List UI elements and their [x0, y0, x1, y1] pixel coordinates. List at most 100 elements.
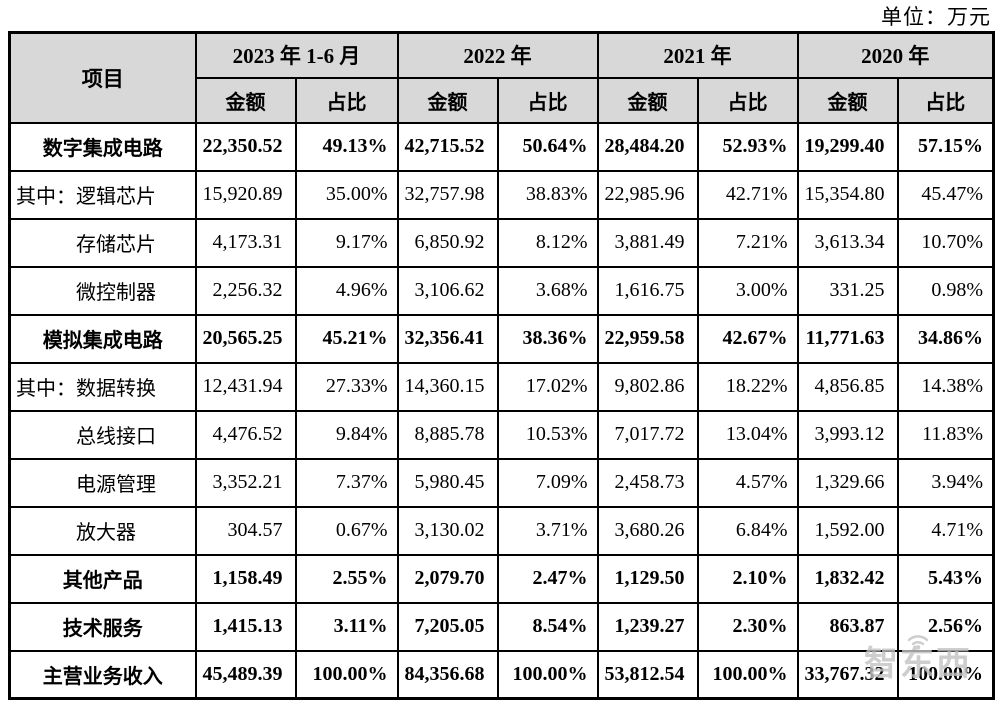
amount-cell: 2,256.32 [194, 265, 297, 316]
subheader-ratio: 占比 [696, 76, 799, 124]
amount-cell: 3,130.02 [396, 505, 499, 556]
table-row: 微控制器 2,256.32 4.96% 3,106.62 3.68% 1,616.75 3.… [8, 265, 995, 316]
amount-cell: 53,812.54 [596, 649, 699, 700]
period-header-2023h1: 2023 年 1-6 月 [194, 31, 399, 79]
ratio-cell: 5.43% [896, 553, 995, 604]
ratio-cell: 45.47% [896, 169, 995, 220]
table-row: 放大器 304.57 0.67% 3,130.02 3.71% 3,680.26 6.84%… [8, 505, 995, 556]
amount-cell: 7,205.05 [396, 601, 499, 652]
row-label: 存储芯片 [8, 217, 197, 268]
ratio-cell: 10.70% [896, 217, 995, 268]
ratio-cell: 17.02% [496, 361, 599, 412]
ratio-cell: 38.36% [496, 313, 599, 364]
revenue-breakdown-table: 项目 2023 年 1-6 月 2022 年 2021 年 2020 年 金额 … [8, 31, 995, 700]
ratio-cell: 38.83% [496, 169, 599, 220]
row-label: 技术服务 [8, 601, 197, 652]
row-label: 电源管理 [8, 457, 197, 508]
ratio-cell: 11.83% [896, 409, 995, 460]
ratio-cell: 6.84% [696, 505, 799, 556]
amount-cell: 331.25 [796, 265, 899, 316]
row-label: 放大器 [8, 505, 197, 556]
period-header-2020: 2020 年 [796, 31, 995, 79]
ratio-cell: 7.09% [496, 457, 599, 508]
row-label: 主营业务收入 [8, 649, 197, 700]
period-header-2022: 2022 年 [396, 31, 599, 79]
amount-cell: 3,352.21 [194, 457, 297, 508]
ratio-cell: 100.00% [294, 649, 399, 700]
amount-cell: 1,832.42 [796, 553, 899, 604]
unit-label: 单位：万元 [881, 5, 991, 29]
amount-cell: 863.87 [796, 601, 899, 652]
ratio-cell: 50.64% [496, 121, 599, 172]
subheader-amount: 金额 [194, 76, 297, 124]
table-row: 其中：数据转换 12,431.94 27.33% 14,360.15 17.02% 9,8… [8, 361, 995, 412]
ratio-cell: 27.33% [294, 361, 399, 412]
ratio-cell: 2.56% [896, 601, 995, 652]
subheader-ratio: 占比 [896, 76, 995, 124]
amount-cell: 1,592.00 [796, 505, 899, 556]
ratio-cell: 4.96% [294, 265, 399, 316]
amount-cell: 22,350.52 [194, 121, 297, 172]
amount-cell: 1,158.49 [194, 553, 297, 604]
table-row: 其中：逻辑芯片 15,920.89 35.00% 32,757.98 38.83% 22,… [8, 169, 995, 220]
subheader-amount: 金额 [796, 76, 899, 124]
ratio-cell: 45.21% [294, 313, 399, 364]
ratio-cell: 8.12% [496, 217, 599, 268]
ratio-cell: 52.93% [696, 121, 799, 172]
ratio-cell: 9.17% [294, 217, 399, 268]
ratio-cell: 0.98% [896, 265, 995, 316]
amount-cell: 6,850.92 [396, 217, 499, 268]
amount-cell: 14,360.15 [396, 361, 499, 412]
amount-cell: 45,489.39 [194, 649, 297, 700]
ratio-cell: 3.71% [496, 505, 599, 556]
ratio-cell: 10.53% [496, 409, 599, 460]
amount-cell: 3,106.62 [396, 265, 499, 316]
amount-cell: 19,299.40 [796, 121, 899, 172]
amount-cell: 3,993.12 [796, 409, 899, 460]
ratio-cell: 7.37% [294, 457, 399, 508]
amount-cell: 1,129.50 [596, 553, 699, 604]
amount-cell: 1,239.27 [596, 601, 699, 652]
ratio-cell: 42.71% [696, 169, 799, 220]
ratio-cell: 2.30% [696, 601, 799, 652]
table-row: 总线接口 4,476.52 9.84% 8,885.78 10.53% 7,017.72 1… [8, 409, 995, 460]
amount-cell: 15,920.89 [194, 169, 297, 220]
ratio-cell: 34.86% [896, 313, 995, 364]
amount-cell: 3,881.49 [596, 217, 699, 268]
subheader-ratio: 占比 [496, 76, 599, 124]
table-row: 数字集成电路 22,350.52 49.13% 42,715.52 50.64% 28,4… [8, 121, 995, 172]
amount-cell: 84,356.68 [396, 649, 499, 700]
ratio-cell: 3.00% [696, 265, 799, 316]
amount-cell: 42,715.52 [396, 121, 499, 172]
ratio-cell: 2.10% [696, 553, 799, 604]
row-label: 总线接口 [8, 409, 197, 460]
row-label: 其中：数据转换 [8, 361, 197, 412]
amount-cell: 4,856.85 [796, 361, 899, 412]
amount-cell: 7,017.72 [596, 409, 699, 460]
amount-cell: 15,354.80 [796, 169, 899, 220]
amount-cell: 3,613.34 [796, 217, 899, 268]
ratio-cell: 42.67% [696, 313, 799, 364]
table-row: 其他产品 1,158.49 2.55% 2,079.70 2.47% 1,129.50 2.… [8, 553, 995, 604]
amount-cell: 2,079.70 [396, 553, 499, 604]
ratio-cell: 8.54% [496, 601, 599, 652]
amount-cell: 32,757.98 [396, 169, 499, 220]
subheader-amount: 金额 [596, 76, 699, 124]
ratio-cell: 0.67% [294, 505, 399, 556]
subheader-amount: 金额 [396, 76, 499, 124]
table-row: 电源管理 3,352.21 7.37% 5,980.45 7.09% 2,458.73 4.… [8, 457, 995, 508]
ratio-cell: 14.38% [896, 361, 995, 412]
row-label: 模拟集成电路 [8, 313, 197, 364]
row-label: 数字集成电路 [8, 121, 197, 172]
amount-cell: 304.57 [194, 505, 297, 556]
column-header-item: 项目 [8, 31, 197, 124]
amount-cell: 28,484.20 [596, 121, 699, 172]
ratio-cell: 57.15% [896, 121, 995, 172]
amount-cell: 3,680.26 [596, 505, 699, 556]
ratio-cell: 2.55% [294, 553, 399, 604]
ratio-cell: 100.00% [696, 649, 799, 700]
amount-cell: 33,767.32 [796, 649, 899, 700]
ratio-cell: 35.00% [294, 169, 399, 220]
amount-cell: 4,173.31 [194, 217, 297, 268]
